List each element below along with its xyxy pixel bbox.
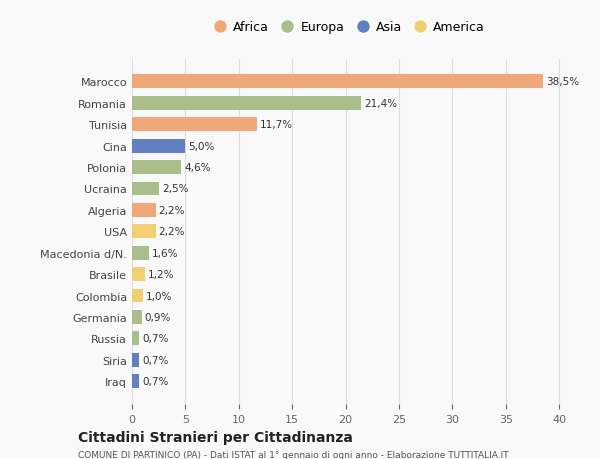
- Bar: [132, 182, 159, 196]
- Legend: Africa, Europa, Asia, America: Africa, Europa, Asia, America: [217, 21, 485, 34]
- Bar: [132, 246, 149, 260]
- Text: 38,5%: 38,5%: [547, 77, 580, 87]
- Text: 4,6%: 4,6%: [184, 163, 211, 173]
- Text: 5,0%: 5,0%: [188, 141, 215, 151]
- Bar: [132, 225, 155, 239]
- Bar: [132, 97, 361, 111]
- Text: COMUNE DI PARTINICO (PA) - Dati ISTAT al 1° gennaio di ogni anno - Elaborazione : COMUNE DI PARTINICO (PA) - Dati ISTAT al…: [78, 450, 509, 459]
- Text: 2,5%: 2,5%: [162, 184, 188, 194]
- Bar: [132, 161, 181, 175]
- Text: 1,0%: 1,0%: [146, 291, 172, 301]
- Text: 0,7%: 0,7%: [143, 355, 169, 365]
- Bar: [132, 118, 257, 132]
- Text: 0,7%: 0,7%: [143, 334, 169, 344]
- Bar: [132, 140, 185, 153]
- Text: 21,4%: 21,4%: [364, 99, 397, 109]
- Bar: [132, 75, 543, 89]
- Text: 0,9%: 0,9%: [145, 312, 171, 322]
- Text: 2,2%: 2,2%: [159, 206, 185, 215]
- Bar: [132, 310, 142, 324]
- Text: 11,7%: 11,7%: [260, 120, 293, 130]
- Text: 1,2%: 1,2%: [148, 269, 175, 280]
- Bar: [132, 289, 143, 303]
- Bar: [132, 353, 139, 367]
- Bar: [132, 268, 145, 281]
- Text: 1,6%: 1,6%: [152, 248, 179, 258]
- Bar: [132, 332, 139, 346]
- Text: 0,7%: 0,7%: [143, 376, 169, 386]
- Text: 2,2%: 2,2%: [159, 227, 185, 237]
- Text: Cittadini Stranieri per Cittadinanza: Cittadini Stranieri per Cittadinanza: [78, 430, 353, 444]
- Bar: [132, 375, 139, 388]
- Bar: [132, 203, 155, 218]
